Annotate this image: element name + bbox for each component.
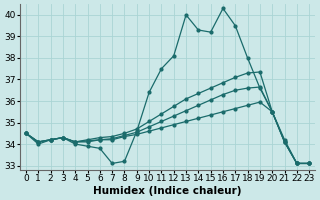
- X-axis label: Humidex (Indice chaleur): Humidex (Indice chaleur): [93, 186, 242, 196]
